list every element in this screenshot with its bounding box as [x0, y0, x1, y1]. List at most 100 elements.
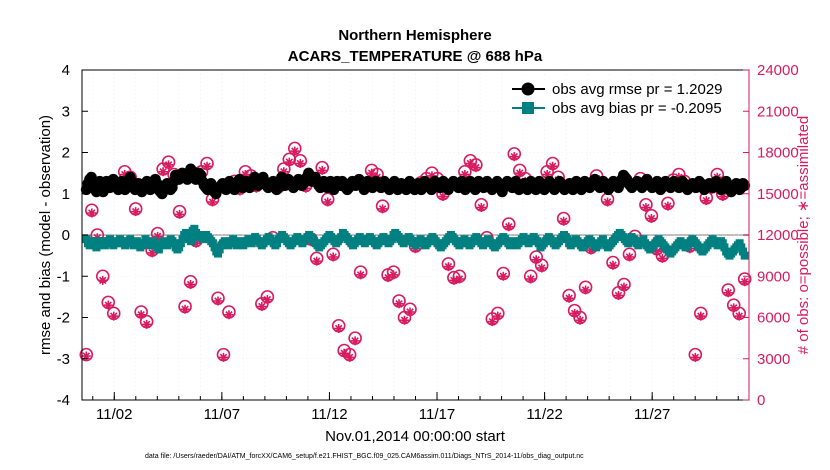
obs-assimilated-point [158, 167, 168, 177]
obs-assimilated-point [202, 161, 212, 171]
asterisk-stroke [175, 210, 184, 219]
asterisk-stroke [642, 203, 650, 212]
asterisk-stroke [351, 337, 359, 345]
asterisk-stroke [548, 162, 557, 170]
bias-point [213, 249, 222, 258]
y-tick-label: -3 [57, 351, 70, 368]
bias-point [208, 239, 217, 248]
asterisk-stroke [99, 276, 107, 285]
obs-assimilated-point [328, 252, 338, 262]
asterisk-stroke [702, 196, 711, 205]
obs-assimilated-point [345, 352, 355, 362]
asterisk-stroke [378, 205, 387, 213]
bias-point [247, 239, 256, 248]
asterisk-stroke [719, 192, 727, 201]
bias-point [82, 235, 91, 244]
obs-assimilated-point [603, 197, 613, 207]
asterisk-stroke [400, 316, 409, 324]
y2-tick-label: 21000 [757, 103, 799, 120]
x-tick-label: 11/17 [419, 406, 455, 423]
obs-assimilated-point [323, 197, 333, 207]
bias-point [387, 235, 396, 244]
asterisk-stroke [439, 192, 447, 201]
obs-assimilated-point [624, 252, 634, 262]
asterisk-stroke [505, 223, 513, 231]
asterisk-stroke [697, 312, 705, 320]
obs-assimilated-point [389, 270, 399, 280]
legend-rmse-label: obs avg rmse pr = 1.2029 [552, 81, 723, 98]
asterisk-stroke [181, 305, 189, 313]
bias-point [175, 243, 184, 252]
y2-tick-label: 12000 [757, 227, 799, 244]
asterisk-stroke [543, 170, 551, 179]
rmse-series-layer [80, 163, 751, 200]
obs-assimilated-point [207, 197, 217, 207]
bias-point [105, 235, 114, 244]
rmse-point [739, 180, 751, 191]
y-tick-label: -2 [57, 310, 70, 327]
bias-point [273, 239, 282, 248]
bias-series-layer [82, 224, 749, 260]
obs-assimilated-point [657, 253, 667, 263]
bias-point [639, 235, 648, 244]
obs-assimilated-point [175, 209, 185, 219]
bias-point [190, 224, 199, 233]
obs-assimilated-point [262, 295, 272, 305]
obs-assimilated-point [559, 216, 569, 226]
obs-assimilated-point [526, 274, 536, 284]
asterisk-stroke [532, 256, 540, 264]
y-tick-label: -1 [57, 268, 70, 285]
asterisk-stroke [691, 353, 700, 362]
bias-point [186, 237, 195, 246]
asterisk-stroke [559, 217, 568, 225]
y2-axis-label: # of obs: o=possible; ∗=assimilated [795, 116, 812, 355]
obs-assimilated-point [663, 201, 673, 211]
y-tick-label: 1 [62, 186, 70, 203]
asterisk-stroke [345, 353, 354, 362]
asterisk-stroke [603, 198, 612, 206]
obs-assimilated-point [164, 160, 174, 170]
obs-assimilated-point [109, 311, 119, 321]
y2-tick-label: 9000 [757, 268, 790, 285]
y-tick-label: 0 [62, 227, 70, 244]
y2-tick-label: 18000 [757, 145, 799, 162]
asterisk-stroke [477, 203, 486, 212]
asterisk-stroke [285, 158, 294, 166]
x-axis-label: Nov.01,2014 00:00:00 start [325, 428, 506, 445]
left-axis: -4 -3 -2 -1 0 1 2 3 4 [57, 62, 88, 409]
asterisk-stroke [664, 202, 672, 210]
x-tick-label: 11/07 [204, 406, 240, 423]
asterisk-stroke [318, 166, 326, 175]
y2-tick-label: 6000 [757, 310, 790, 327]
obs-assimilated-point [548, 161, 558, 171]
obs-assimilated-point [608, 260, 618, 270]
obs-assimilated-point [213, 296, 223, 306]
obs-assimilated-point [87, 208, 97, 218]
asterisk-stroke [527, 275, 535, 283]
y2-tick-label: 3000 [757, 351, 790, 368]
obs-assimilated-point [471, 163, 481, 173]
bias-point [149, 237, 158, 246]
bias-point [89, 237, 98, 246]
asterisk-stroke [104, 301, 112, 309]
bias-point [210, 243, 219, 252]
obs-assimilated-point [641, 203, 651, 212]
chart-subtitle: ACARS_TEMPERATURE @ 688 hPa [288, 48, 543, 65]
asterisk-stroke [203, 162, 211, 170]
asterisk-stroke [614, 291, 623, 300]
asterisk-stroke [730, 304, 738, 312]
obs-assimilated-point [646, 214, 656, 223]
asterisk-stroke [653, 247, 661, 256]
asterisk-stroke [137, 311, 145, 319]
asterisk-stroke [395, 300, 403, 308]
obs-assimilated-point [493, 311, 503, 321]
bias-point [624, 239, 633, 248]
asterisk-stroke [724, 289, 732, 297]
bias-point [740, 251, 749, 260]
asterisk-stroke [82, 352, 91, 360]
x-tick-label: 11/22 [526, 406, 562, 423]
obs-assimilated-point [454, 274, 464, 284]
asterisk-stroke [159, 168, 167, 176]
obs-assimilated-point [619, 282, 629, 292]
